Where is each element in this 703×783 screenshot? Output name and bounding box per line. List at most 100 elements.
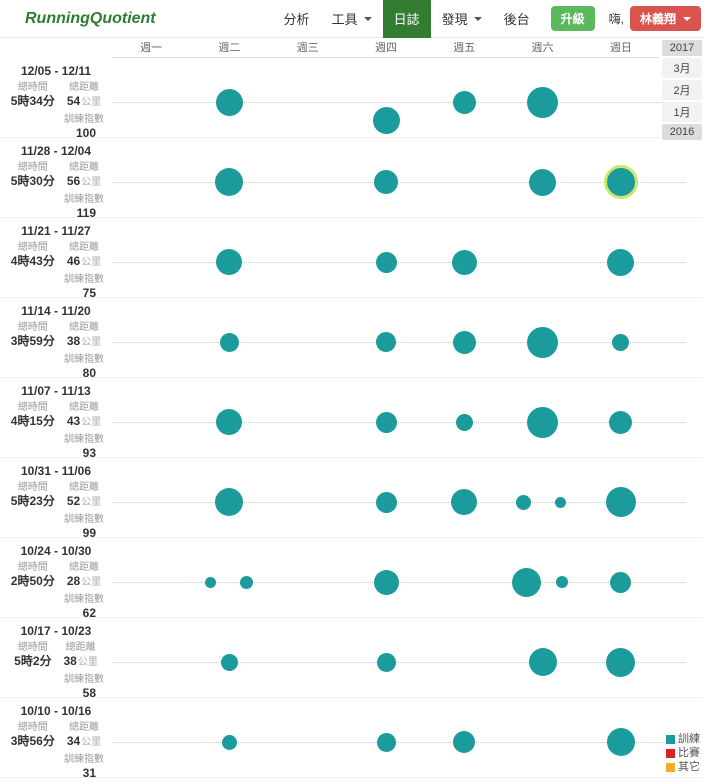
nav-item-discover[interactable]: 發現 <box>431 0 493 38</box>
week-date-range[interactable]: 10/10 - 10/16 <box>20 704 92 718</box>
total-time-value: 3時56分 <box>10 734 55 748</box>
workout-bubble[interactable] <box>375 491 397 513</box>
week-summary: 10/31 - 11/06 總時間 5時23分 總距離 52公里 訓練指數 99 <box>0 458 112 541</box>
workout-bubble[interactable] <box>555 496 567 508</box>
week-row: 12/05 - 12/11 總時間 5時34分 總距離 54公里 訓練指數 10… <box>0 58 703 140</box>
week-row: 11/28 - 12/04 總時間 5時30分 總距離 56公里 訓練指數 11… <box>0 138 703 220</box>
chevron-down-icon <box>683 16 691 21</box>
week-baseline <box>112 422 685 423</box>
workout-bubble[interactable] <box>529 168 557 196</box>
rail-month-feb[interactable]: 2月 <box>662 80 702 100</box>
workout-bubble[interactable] <box>609 410 633 434</box>
total-time-label: 總時間 <box>17 162 48 173</box>
workout-bubble[interactable] <box>375 251 397 273</box>
week-date-range[interactable]: 10/31 - 11/06 <box>20 464 92 478</box>
distance-unit-label: 公里 <box>81 737 102 748</box>
workout-bubble[interactable] <box>451 249 477 275</box>
workout-bubble[interactable] <box>373 569 399 595</box>
total-distance-label: 總距離 <box>69 562 99 573</box>
total-distance-label: 總距離 <box>69 242 99 253</box>
workout-bubble[interactable] <box>527 86 559 118</box>
workout-bubble[interactable] <box>220 653 238 671</box>
workout-bubble[interactable] <box>204 576 216 588</box>
workout-bubble[interactable] <box>215 168 244 196</box>
legend-item-race: 比賽 <box>666 747 700 759</box>
nav-item-backend[interactable]: 後台 <box>503 12 530 27</box>
workout-bubble[interactable] <box>452 90 476 114</box>
workout-bubble[interactable] <box>239 575 253 589</box>
workout-bubble[interactable] <box>606 728 635 756</box>
workout-bubble[interactable] <box>605 487 636 517</box>
workout-bubble[interactable] <box>376 332 396 352</box>
distance-unit-label: 公里 <box>81 97 102 108</box>
week-date-range[interactable]: 11/21 - 11/27 <box>21 224 91 238</box>
workout-bubble[interactable] <box>372 106 400 134</box>
nav-item-analysis[interactable]: 分析 <box>283 12 310 27</box>
workout-bubble[interactable] <box>455 413 473 431</box>
week-row: 10/24 - 10/30 總時間 2時50分 總距離 28公里 訓練指數 62 <box>0 538 703 620</box>
workout-bubble[interactable] <box>451 489 478 515</box>
training-index-label: 訓練指數 <box>64 274 104 285</box>
week-date-range[interactable]: 11/14 - 11/20 <box>21 304 91 318</box>
workout-bubble[interactable] <box>606 647 636 677</box>
total-distance-value: 56 <box>66 174 81 188</box>
total-distance-value: 38 <box>63 654 77 668</box>
week-date-range[interactable]: 10/24 - 10/30 <box>20 544 92 558</box>
week-baseline <box>112 262 685 263</box>
distance-unit-label: 公里 <box>81 337 102 348</box>
total-distance-value: 28 <box>66 574 81 588</box>
week-date-range[interactable]: 10/17 - 10/23 <box>20 624 92 638</box>
week-date-range[interactable]: 11/07 - 11/13 <box>21 384 91 398</box>
rail-year-2017[interactable]: 2017 <box>662 40 702 56</box>
total-distance-label: 總距離 <box>69 162 99 173</box>
workout-bubble[interactable] <box>528 648 557 676</box>
rail-month-jan[interactable]: 1月 <box>662 102 702 122</box>
workout-bubble[interactable] <box>376 652 396 672</box>
nav-item-tools[interactable]: 工具 <box>321 0 383 38</box>
distance-unit-label: 公里 <box>81 577 102 588</box>
brand-logo[interactable]: RunningQuotient <box>25 9 156 27</box>
workout-bubble[interactable] <box>219 332 239 352</box>
workout-bubble[interactable] <box>453 731 476 753</box>
workout-bubble-selected[interactable] <box>603 165 638 199</box>
workout-bubble[interactable] <box>527 326 559 358</box>
other-swatch-icon <box>666 762 675 772</box>
workout-bubble[interactable] <box>216 249 243 275</box>
week-summary: 11/21 - 11/27 總時間 4時43分 總距離 46公里 訓練指數 75 <box>0 218 112 301</box>
day-header-sun: 週日 <box>609 42 632 54</box>
week-summary: 10/17 - 10/23 總時間 5時2分 總距離 38公里 訓練指數 58 <box>0 618 112 701</box>
greeting-text: 嗨, <box>608 12 624 26</box>
workout-bubble[interactable] <box>221 734 237 750</box>
workout-bubble[interactable] <box>512 567 542 597</box>
workout-bubble[interactable] <box>607 248 635 276</box>
workout-bubble[interactable] <box>215 488 244 516</box>
week-baseline <box>112 342 685 343</box>
rail-year-2016[interactable]: 2016 <box>662 124 702 140</box>
workout-bubble[interactable] <box>555 576 568 588</box>
chevron-down-icon <box>473 16 482 21</box>
rail-month-mar[interactable]: 3月 <box>662 58 702 78</box>
week-date-range[interactable]: 11/28 - 12/04 <box>20 144 92 158</box>
workout-bubble[interactable] <box>375 411 397 433</box>
upgrade-button[interactable]: 升級 <box>550 6 595 31</box>
workout-bubble[interactable] <box>610 571 632 593</box>
nav-item-log-active[interactable]: 日誌 <box>382 0 431 38</box>
total-time-value: 5時23分 <box>10 494 55 508</box>
total-time-value: 5時34分 <box>10 94 55 108</box>
total-time-value: 4時15分 <box>10 414 55 428</box>
week-row: 10/10 - 10/16 總時間 3時56分 總距離 34公里 訓練指數 31 <box>0 698 703 780</box>
workout-bubble[interactable] <box>612 333 630 351</box>
workout-bubble[interactable] <box>215 88 243 116</box>
workout-bubble[interactable] <box>452 330 476 354</box>
workout-bubble[interactable] <box>374 170 398 194</box>
week-row: 11/21 - 11/27 總時間 4時43分 總距離 46公里 訓練指數 75 <box>0 218 703 301</box>
training-index-value: 99 <box>82 526 96 540</box>
workout-bubble[interactable] <box>516 494 532 510</box>
workout-bubble[interactable] <box>216 409 243 435</box>
week-date-range[interactable]: 12/05 - 12/11 <box>20 64 92 78</box>
workout-bubble[interactable] <box>376 732 396 752</box>
workout-bubble[interactable] <box>527 406 559 438</box>
total-time-label: 總時間 <box>17 82 48 93</box>
total-time-label: 總時間 <box>17 242 48 253</box>
user-menu-button[interactable]: 林義翔 <box>629 6 701 31</box>
